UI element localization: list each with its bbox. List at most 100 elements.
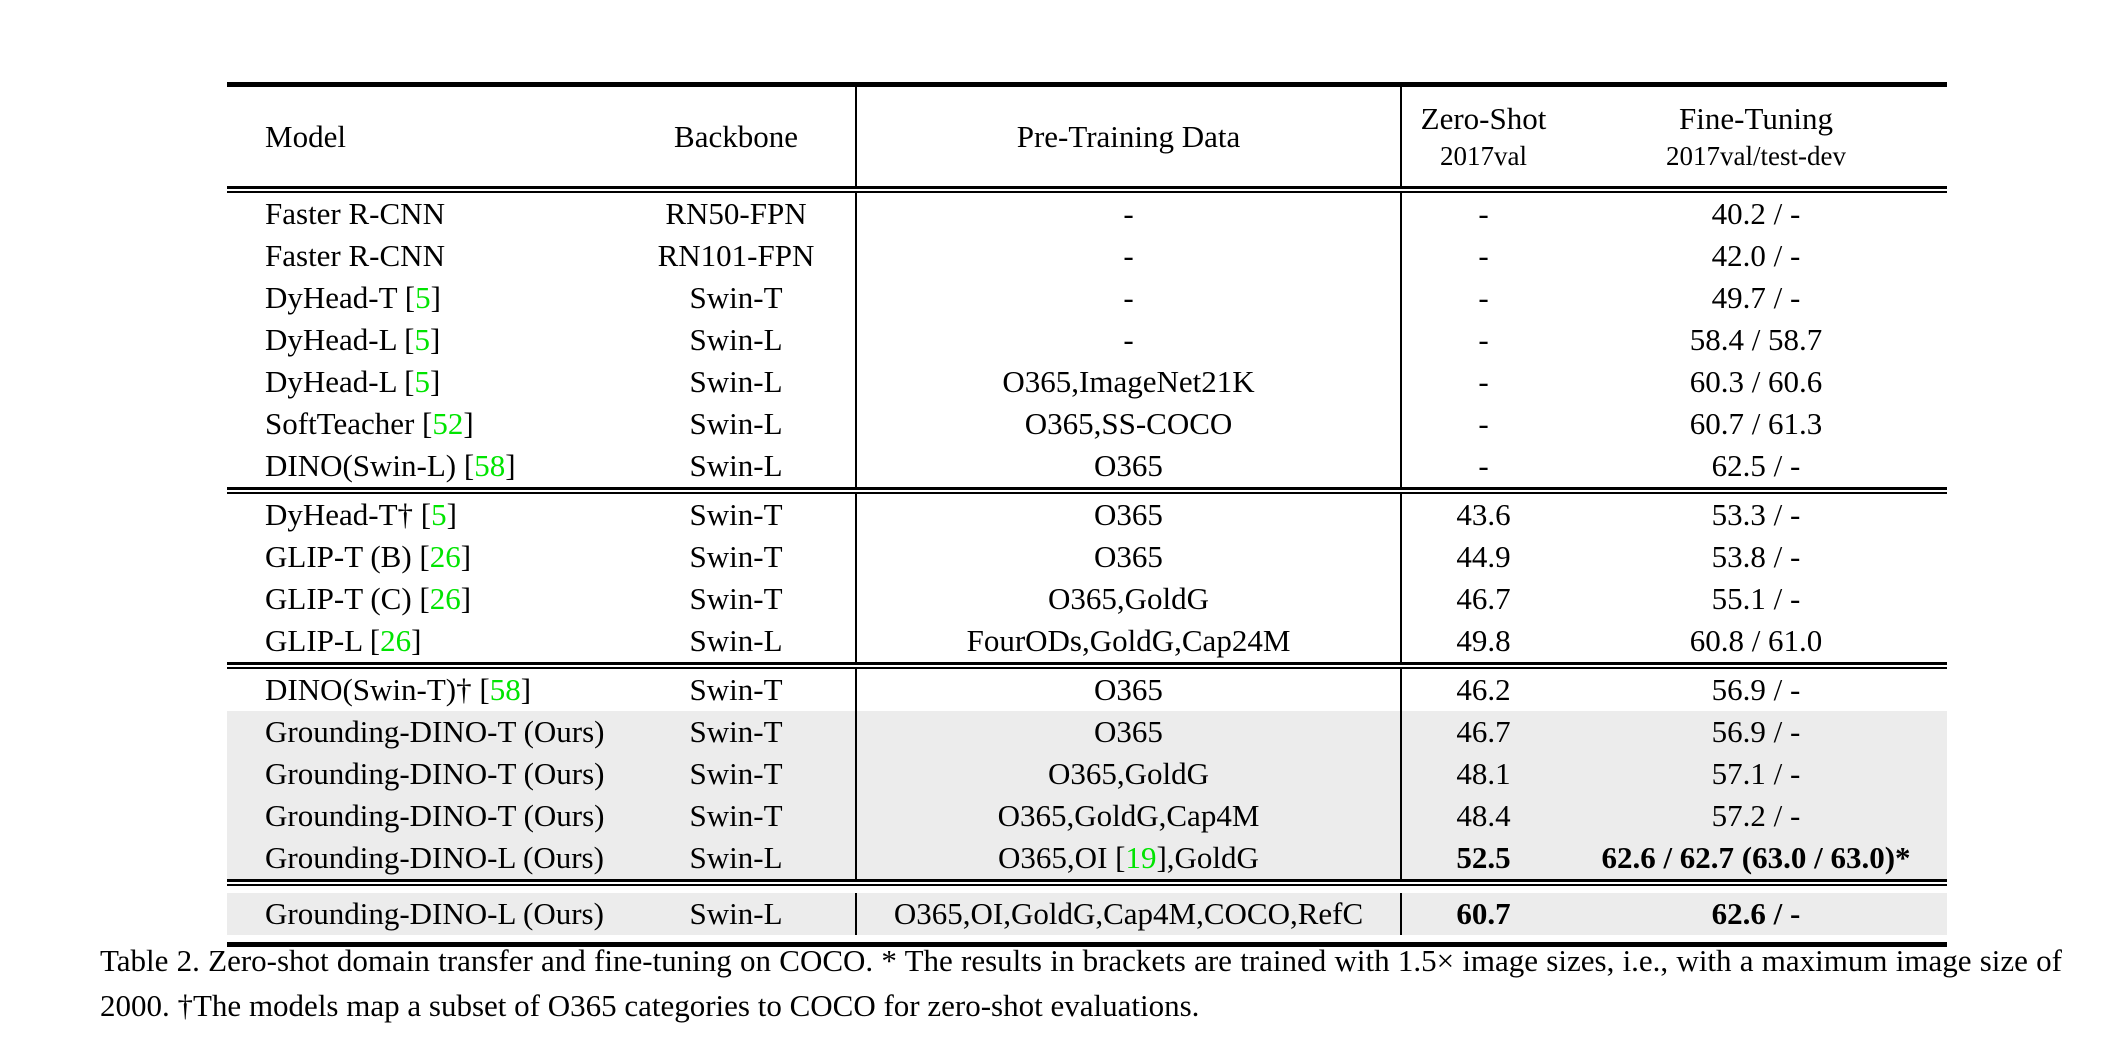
cell-pretraining-data: O365,GoldG — [855, 578, 1400, 620]
cell-fine-tuning-ap: 56.9 / - — [1711, 672, 1801, 707]
cell-fine-tuning-ap: 55.1 / - — [1711, 581, 1801, 616]
table-row: Grounding-DINO-L (Ours) Swin-L O365,OI [19… — [227, 837, 1947, 879]
cell-pretraining-data: - — [855, 277, 1400, 319]
column-header-label: Backbone — [674, 118, 798, 154]
column-header-sublabel: 2017val/test-dev — [1666, 141, 1846, 171]
cell-zero-shot-ap: - — [1400, 445, 1565, 487]
cell-pretraining-data: O365 — [855, 494, 1400, 536]
block-separator-rule — [227, 879, 1947, 886]
table-row: Grounding-DINO-L (Ours) Swin-L O365,OI,Gol… — [227, 893, 1947, 935]
header-separator-rule — [227, 186, 1947, 193]
cell-backbone: RN101-FPN — [657, 238, 815, 273]
cell-model: GLIP-T (C) [26] — [265, 581, 472, 616]
citation-link[interactable]: 19 — [1125, 840, 1157, 875]
cell-model: Grounding-DINO-T (Ours) — [265, 756, 605, 791]
table-header-row: Model Backbone Pre-Training Data Zero-Sh… — [227, 87, 1947, 186]
cell-model: Grounding-DINO-T (Ours) — [265, 714, 605, 749]
cell-fine-tuning-ap: 49.7 / - — [1711, 280, 1801, 315]
cell-backbone: Swin-L — [689, 322, 783, 357]
cell-backbone: Swin-L — [689, 840, 783, 875]
cell-fine-tuning-ap: 62.6 / 62.7 (63.0 / 63.0)* — [1601, 840, 1911, 875]
cell-fine-tuning-ap: 42.0 / - — [1711, 238, 1801, 273]
citation-link[interactable]: 5 — [415, 280, 431, 315]
cell-model: DyHead-L [5] — [265, 364, 441, 399]
cell-fine-tuning-ap: 60.3 / 60.6 — [1689, 364, 1823, 399]
table-row: DyHead-T† [5] Swin-T O365 43.6 53.3 / - — [227, 494, 1947, 536]
cell-pretraining-data: O365 — [855, 445, 1400, 487]
cell-pretraining-data: O365,SS-COCO — [855, 403, 1400, 445]
cell-backbone: Swin-L — [689, 364, 783, 399]
citation-link[interactable]: 26 — [380, 623, 412, 658]
cell-zero-shot-ap: 60.7 — [1400, 893, 1565, 935]
cell-pretraining-data: O365,OI,GoldG,Cap4M,COCO,RefC — [855, 893, 1400, 935]
cell-backbone: Swin-T — [689, 497, 783, 532]
cell-backbone: Swin-L — [689, 896, 783, 931]
cell-pretraining-data: O365,GoldG — [855, 753, 1400, 795]
cell-model: DINO(Swin-L) [58] — [265, 448, 516, 483]
cell-zero-shot-ap: 48.4 — [1400, 795, 1565, 837]
table-row: GLIP-T (B) [26] Swin-T O365 44.9 53.8 / - — [227, 536, 1947, 578]
cell-fine-tuning-ap: 58.4 / 58.7 — [1689, 322, 1823, 357]
table-top-rule — [227, 82, 1947, 87]
citation-link[interactable]: 58 — [474, 448, 506, 483]
table-row: Grounding-DINO-T (Ours) Swin-T O365,GoldG 4… — [227, 753, 1947, 795]
citation-link[interactable]: 5 — [431, 497, 447, 532]
cell-model: DyHead-L [5] — [265, 322, 441, 357]
column-header-label: Fine-Tuning — [1679, 101, 1833, 136]
cell-backbone: Swin-L — [689, 448, 783, 483]
cell-backbone: RN50-FPN — [665, 196, 807, 231]
cell-backbone: Swin-T — [689, 798, 783, 833]
cell-pretraining-data: O365,GoldG,Cap4M — [855, 795, 1400, 837]
cell-pretraining-data: FourODs,GoldG,Cap24M — [855, 620, 1400, 662]
cell-fine-tuning-ap: 60.7 / 61.3 — [1689, 406, 1823, 441]
table-block-grounding-dino: DINO(Swin-T)† [58] Swin-T O365 46.2 56.9 / -… — [227, 669, 1947, 879]
cell-backbone: Swin-L — [689, 406, 783, 441]
cell-pretraining-data: - — [855, 319, 1400, 361]
cell-zero-shot-ap: 43.6 — [1400, 494, 1565, 536]
table-row: Grounding-DINO-T (Ours) Swin-T O365 46.7 56.… — [227, 711, 1947, 753]
table-row: DINO(Swin-T)† [58] Swin-T O365 46.2 56.9 / - — [227, 669, 1947, 711]
block-separator-rule — [227, 662, 1947, 669]
cell-model: GLIP-L [26] — [265, 623, 422, 658]
cell-pretraining-data: O365 — [855, 536, 1400, 578]
column-header-label: Model — [265, 118, 346, 154]
citation-link[interactable]: 26 — [429, 581, 461, 616]
cell-zero-shot-ap: 52.5 — [1400, 837, 1565, 879]
column-header-backbone: Backbone — [617, 87, 855, 186]
table-row: GLIP-T (C) [26] Swin-T O365,GoldG 46.7 55.1 … — [227, 578, 1947, 620]
column-header-pretraining-data: Pre-Training Data — [855, 87, 1400, 186]
cell-pretraining-data: O365 — [855, 711, 1400, 753]
cell-fine-tuning-ap: 62.6 / - — [1711, 896, 1801, 931]
cell-zero-shot-ap: - — [1400, 277, 1565, 319]
cell-backbone: Swin-T — [689, 672, 783, 707]
table-row: Faster R-CNN RN101-FPN - - 42.0 / - — [227, 235, 1947, 277]
table-row: GLIP-L [26] Swin-L FourODs,GoldG,Cap24M 49.… — [227, 620, 1947, 662]
cell-zero-shot-ap: 48.1 — [1400, 753, 1565, 795]
cell-backbone: Swin-T — [689, 280, 783, 315]
cell-model: Faster R-CNN — [265, 196, 445, 231]
table-caption: Table 2. Zero-shot domain transfer and f… — [100, 943, 2062, 1023]
column-header-label: Pre-Training Data — [1016, 118, 1241, 154]
table-block-baselines: Faster R-CNN RN50-FPN - -40.2 / - Faster R-C… — [227, 193, 1947, 487]
cell-fine-tuning-ap: 57.2 / - — [1711, 798, 1801, 833]
cell-fine-tuning-ap: 53.3 / - — [1711, 497, 1801, 532]
citation-link[interactable]: 5 — [414, 364, 430, 399]
citation-link[interactable]: 26 — [429, 539, 461, 574]
block-separator-rule — [227, 487, 1947, 494]
table-row: SoftTeacher [52] Swin-L O365,SS-COCO - 60.7 … — [227, 403, 1947, 445]
table-row: Faster R-CNN RN50-FPN - - 40.2 / - — [227, 193, 1947, 235]
table-row: DyHead-L [5] Swin-L - - 58.4 / 58.7 — [227, 319, 1947, 361]
cell-model: Grounding-DINO-T (Ours) — [265, 798, 605, 833]
citation-link[interactable]: 52 — [432, 406, 464, 441]
table-block-zero-shot-baselines: DyHead-T† [5] Swin-T O365 43.6 53.3 / - GLIP-… — [227, 494, 1947, 662]
citation-link[interactable]: 58 — [489, 672, 521, 707]
results-table: Model Backbone Pre-Training Data Zero-Sh… — [227, 82, 1947, 947]
table-row: DyHead-T [5] Swin-T - - 49.7 / - — [227, 277, 1947, 319]
cell-model: DyHead-T† [5] — [265, 497, 457, 532]
cell-fine-tuning-ap: 40.2 / - — [1711, 196, 1801, 231]
table-row: DyHead-L [5] Swin-L O365,ImageNet21K - 60.3 … — [227, 361, 1947, 403]
column-header-model: Model — [227, 87, 617, 186]
cell-fine-tuning-ap: 53.8 / - — [1711, 539, 1801, 574]
citation-link[interactable]: 5 — [414, 322, 430, 357]
